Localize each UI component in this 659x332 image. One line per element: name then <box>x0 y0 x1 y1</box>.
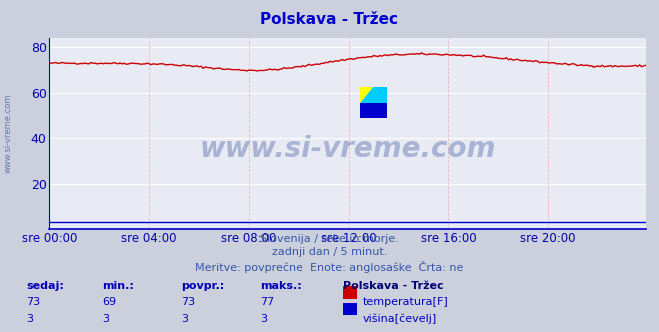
Polygon shape <box>360 87 374 103</box>
Text: 3: 3 <box>26 314 34 324</box>
Text: Meritve: povprečne  Enote: anglosaške  Črta: ne: Meritve: povprečne Enote: anglosaške Črt… <box>195 261 464 273</box>
Text: 73: 73 <box>26 297 40 307</box>
Text: 69: 69 <box>102 297 116 307</box>
Polygon shape <box>360 103 387 118</box>
Text: www.si-vreme.com: www.si-vreme.com <box>200 135 496 163</box>
Text: sedaj:: sedaj: <box>26 281 64 290</box>
Text: 77: 77 <box>260 297 275 307</box>
Text: povpr.:: povpr.: <box>181 281 225 290</box>
Text: višina[čevelj]: višina[čevelj] <box>362 314 437 324</box>
Text: Slovenija / reke in morje.: Slovenija / reke in morje. <box>260 234 399 244</box>
Text: Polskava - Tržec: Polskava - Tržec <box>343 281 444 290</box>
Text: Polskava - Tržec: Polskava - Tržec <box>260 12 399 27</box>
Text: 3: 3 <box>181 314 188 324</box>
Text: temperatura[F]: temperatura[F] <box>362 297 448 307</box>
Text: www.si-vreme.com: www.si-vreme.com <box>4 93 13 173</box>
Text: zadnji dan / 5 minut.: zadnji dan / 5 minut. <box>272 247 387 257</box>
Text: 3: 3 <box>102 314 109 324</box>
Text: 3: 3 <box>260 314 268 324</box>
Text: maks.:: maks.: <box>260 281 302 290</box>
Text: min.:: min.: <box>102 281 134 290</box>
Text: 73: 73 <box>181 297 195 307</box>
Polygon shape <box>360 87 387 103</box>
